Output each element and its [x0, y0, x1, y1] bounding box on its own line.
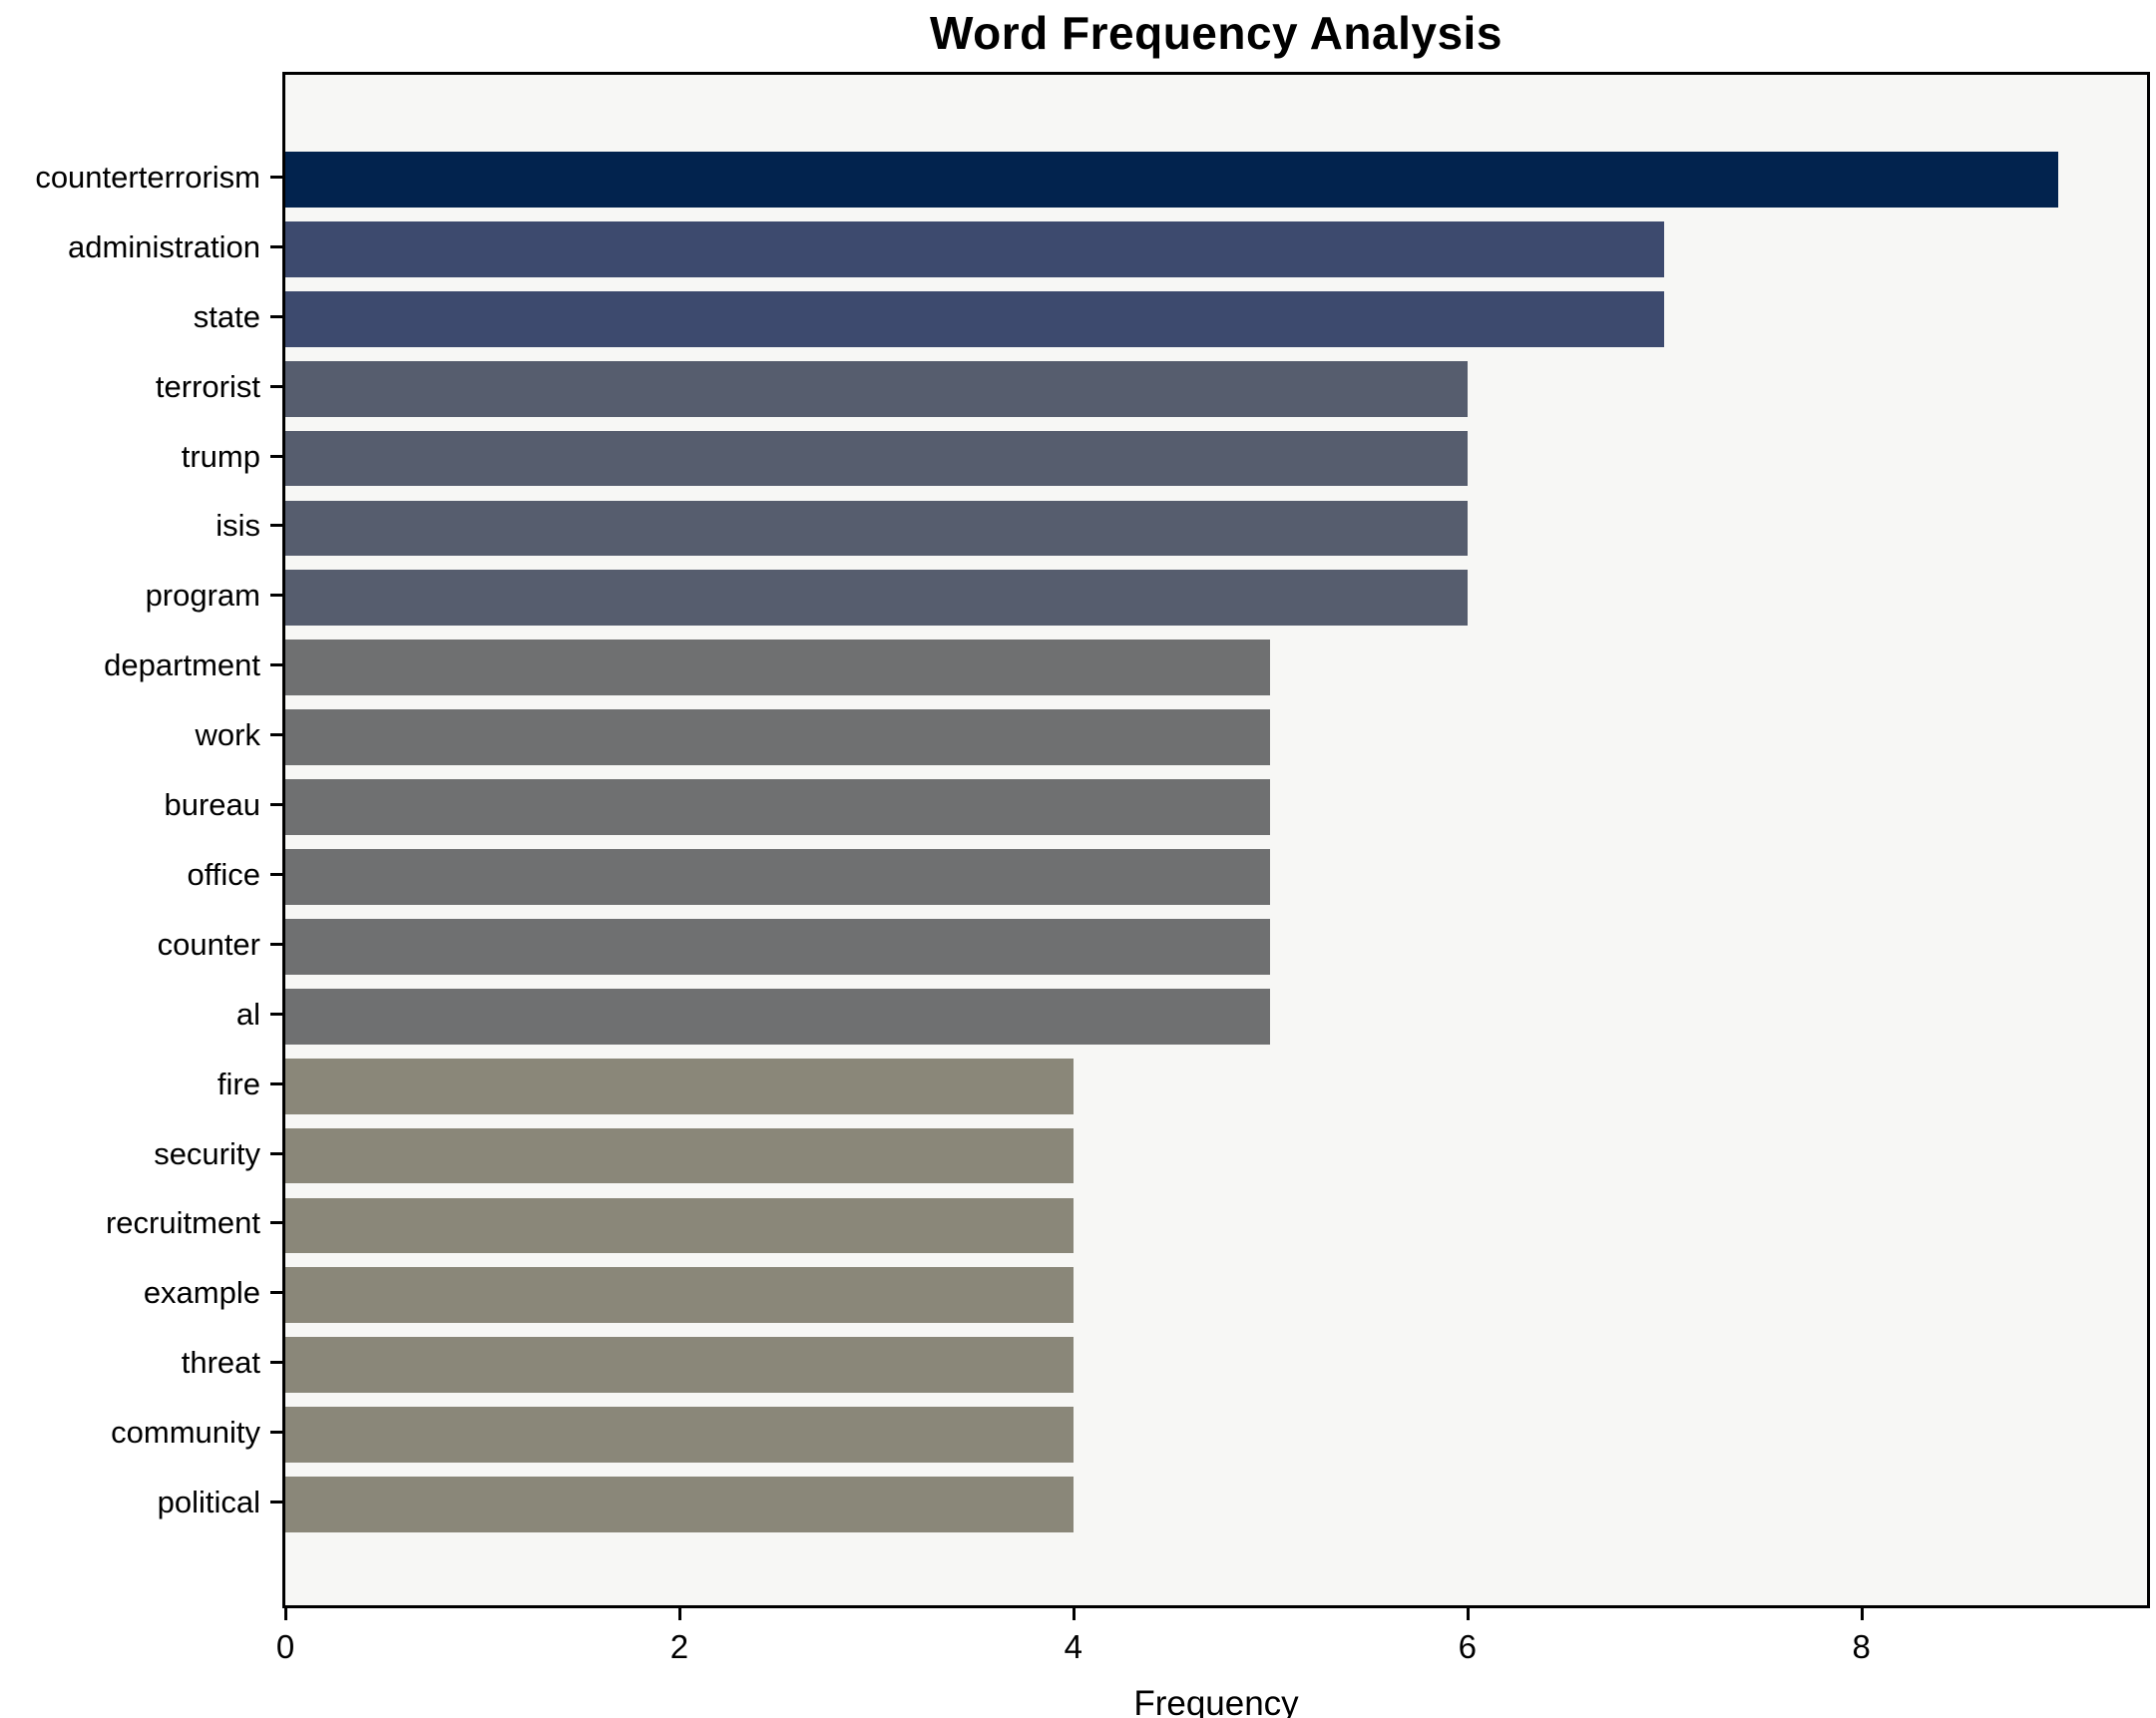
y-tick-label: threat: [181, 1345, 260, 1381]
y-tick-label: counter: [157, 926, 260, 962]
bar-example: [285, 1267, 1074, 1324]
x-tick-mark: [1466, 1608, 1470, 1620]
bar-row: [285, 145, 2147, 215]
bar-row: [285, 1400, 2147, 1470]
bar-row: [285, 912, 2147, 982]
bar-department: [285, 640, 1271, 696]
bar-row: [285, 982, 2147, 1052]
y-tick-label: fire: [216, 1066, 260, 1101]
y-tick-mark: [270, 663, 282, 667]
y-tick-label: trump: [181, 438, 260, 474]
bar-state: [285, 290, 1665, 347]
bar-trump: [285, 430, 1468, 487]
y-tick-label: example: [143, 1275, 260, 1311]
bar-program: [285, 570, 1468, 627]
y-tick-mark: [270, 1012, 282, 1016]
bar-counter: [285, 918, 1271, 975]
x-axis-title: Frequency: [1133, 1684, 1299, 1718]
x-tick-label: 0: [275, 1628, 295, 1665]
plot-area: [282, 72, 2150, 1608]
bar-threat: [285, 1337, 1074, 1394]
bar-row: [285, 284, 2147, 354]
y-tick-mark: [270, 244, 282, 248]
y-tick-label: terrorist: [155, 368, 260, 404]
y-tick-label: program: [145, 578, 260, 614]
x-tick-mark: [1072, 1608, 1076, 1620]
y-tick-label: work: [195, 717, 260, 753]
x-tick-mark: [1860, 1608, 1864, 1620]
bar-row: [285, 354, 2147, 424]
y-tick-label: department: [104, 647, 260, 683]
y-tick-label: bureau: [164, 787, 260, 823]
bar-row: [285, 772, 2147, 842]
y-tick-mark: [270, 594, 282, 598]
y-tick-mark: [270, 1221, 282, 1225]
bar-work: [285, 709, 1271, 766]
x-tick-label: 4: [1064, 1628, 1083, 1665]
bar-row: [285, 1191, 2147, 1261]
bar-row: [285, 842, 2147, 912]
x-tick-label: 8: [1852, 1628, 1871, 1665]
y-tick-label: counterterrorism: [35, 159, 260, 195]
y-tick-mark: [270, 803, 282, 807]
y-tick-mark: [270, 1501, 282, 1504]
bar-row: [285, 494, 2147, 564]
y-tick-mark: [270, 942, 282, 946]
y-tick-label: security: [154, 1135, 260, 1171]
chart-title: Word Frequency Analysis: [930, 7, 1503, 59]
y-tick-mark: [270, 314, 282, 318]
y-tick-label: state: [193, 298, 260, 334]
bar-row: [285, 1052, 2147, 1121]
y-tick-mark: [270, 524, 282, 528]
y-tick-mark: [270, 1431, 282, 1435]
bar-row: [285, 702, 2147, 772]
bar-counterterrorism: [285, 152, 2059, 208]
y-tick-label: administration: [68, 228, 260, 264]
bar-isis: [285, 500, 1468, 557]
bar-row: [285, 1121, 2147, 1191]
bar-fire: [285, 1058, 1074, 1114]
bar-political: [285, 1477, 1074, 1532]
bar-recruitment: [285, 1197, 1074, 1254]
y-tick-mark: [270, 175, 282, 179]
y-tick-mark: [270, 1151, 282, 1155]
bar-community: [285, 1407, 1074, 1464]
x-tick-mark: [677, 1608, 681, 1620]
bar-row: [285, 215, 2147, 284]
y-tick-mark: [270, 733, 282, 737]
y-tick-mark: [270, 1361, 282, 1365]
x-tick-label: 2: [669, 1628, 689, 1665]
bar-row: [285, 1330, 2147, 1400]
bar-row: [285, 1260, 2147, 1330]
y-tick-mark: [270, 1291, 282, 1295]
bar-row: [285, 563, 2147, 633]
y-tick-label: isis: [216, 508, 260, 544]
y-tick-label: recruitment: [105, 1205, 260, 1241]
bar-row: [285, 633, 2147, 702]
x-tick-label: 6: [1458, 1628, 1477, 1665]
y-tick-label: al: [235, 996, 260, 1032]
bar-al: [285, 988, 1271, 1045]
bar-row: [285, 1470, 2147, 1539]
y-tick-label: political: [157, 1485, 260, 1520]
y-tick-mark: [270, 454, 282, 458]
y-tick-label: community: [111, 1415, 260, 1451]
bar-security: [285, 1127, 1074, 1184]
y-tick-mark: [270, 872, 282, 876]
bar-administration: [285, 220, 1665, 277]
y-tick-label: office: [187, 856, 260, 892]
y-tick-mark: [270, 384, 282, 388]
bar-bureau: [285, 779, 1271, 835]
x-tick-mark: [284, 1608, 287, 1620]
bar-office: [285, 849, 1271, 905]
y-tick-mark: [270, 1081, 282, 1085]
bar-row: [285, 424, 2147, 494]
bar-terrorist: [285, 360, 1468, 417]
